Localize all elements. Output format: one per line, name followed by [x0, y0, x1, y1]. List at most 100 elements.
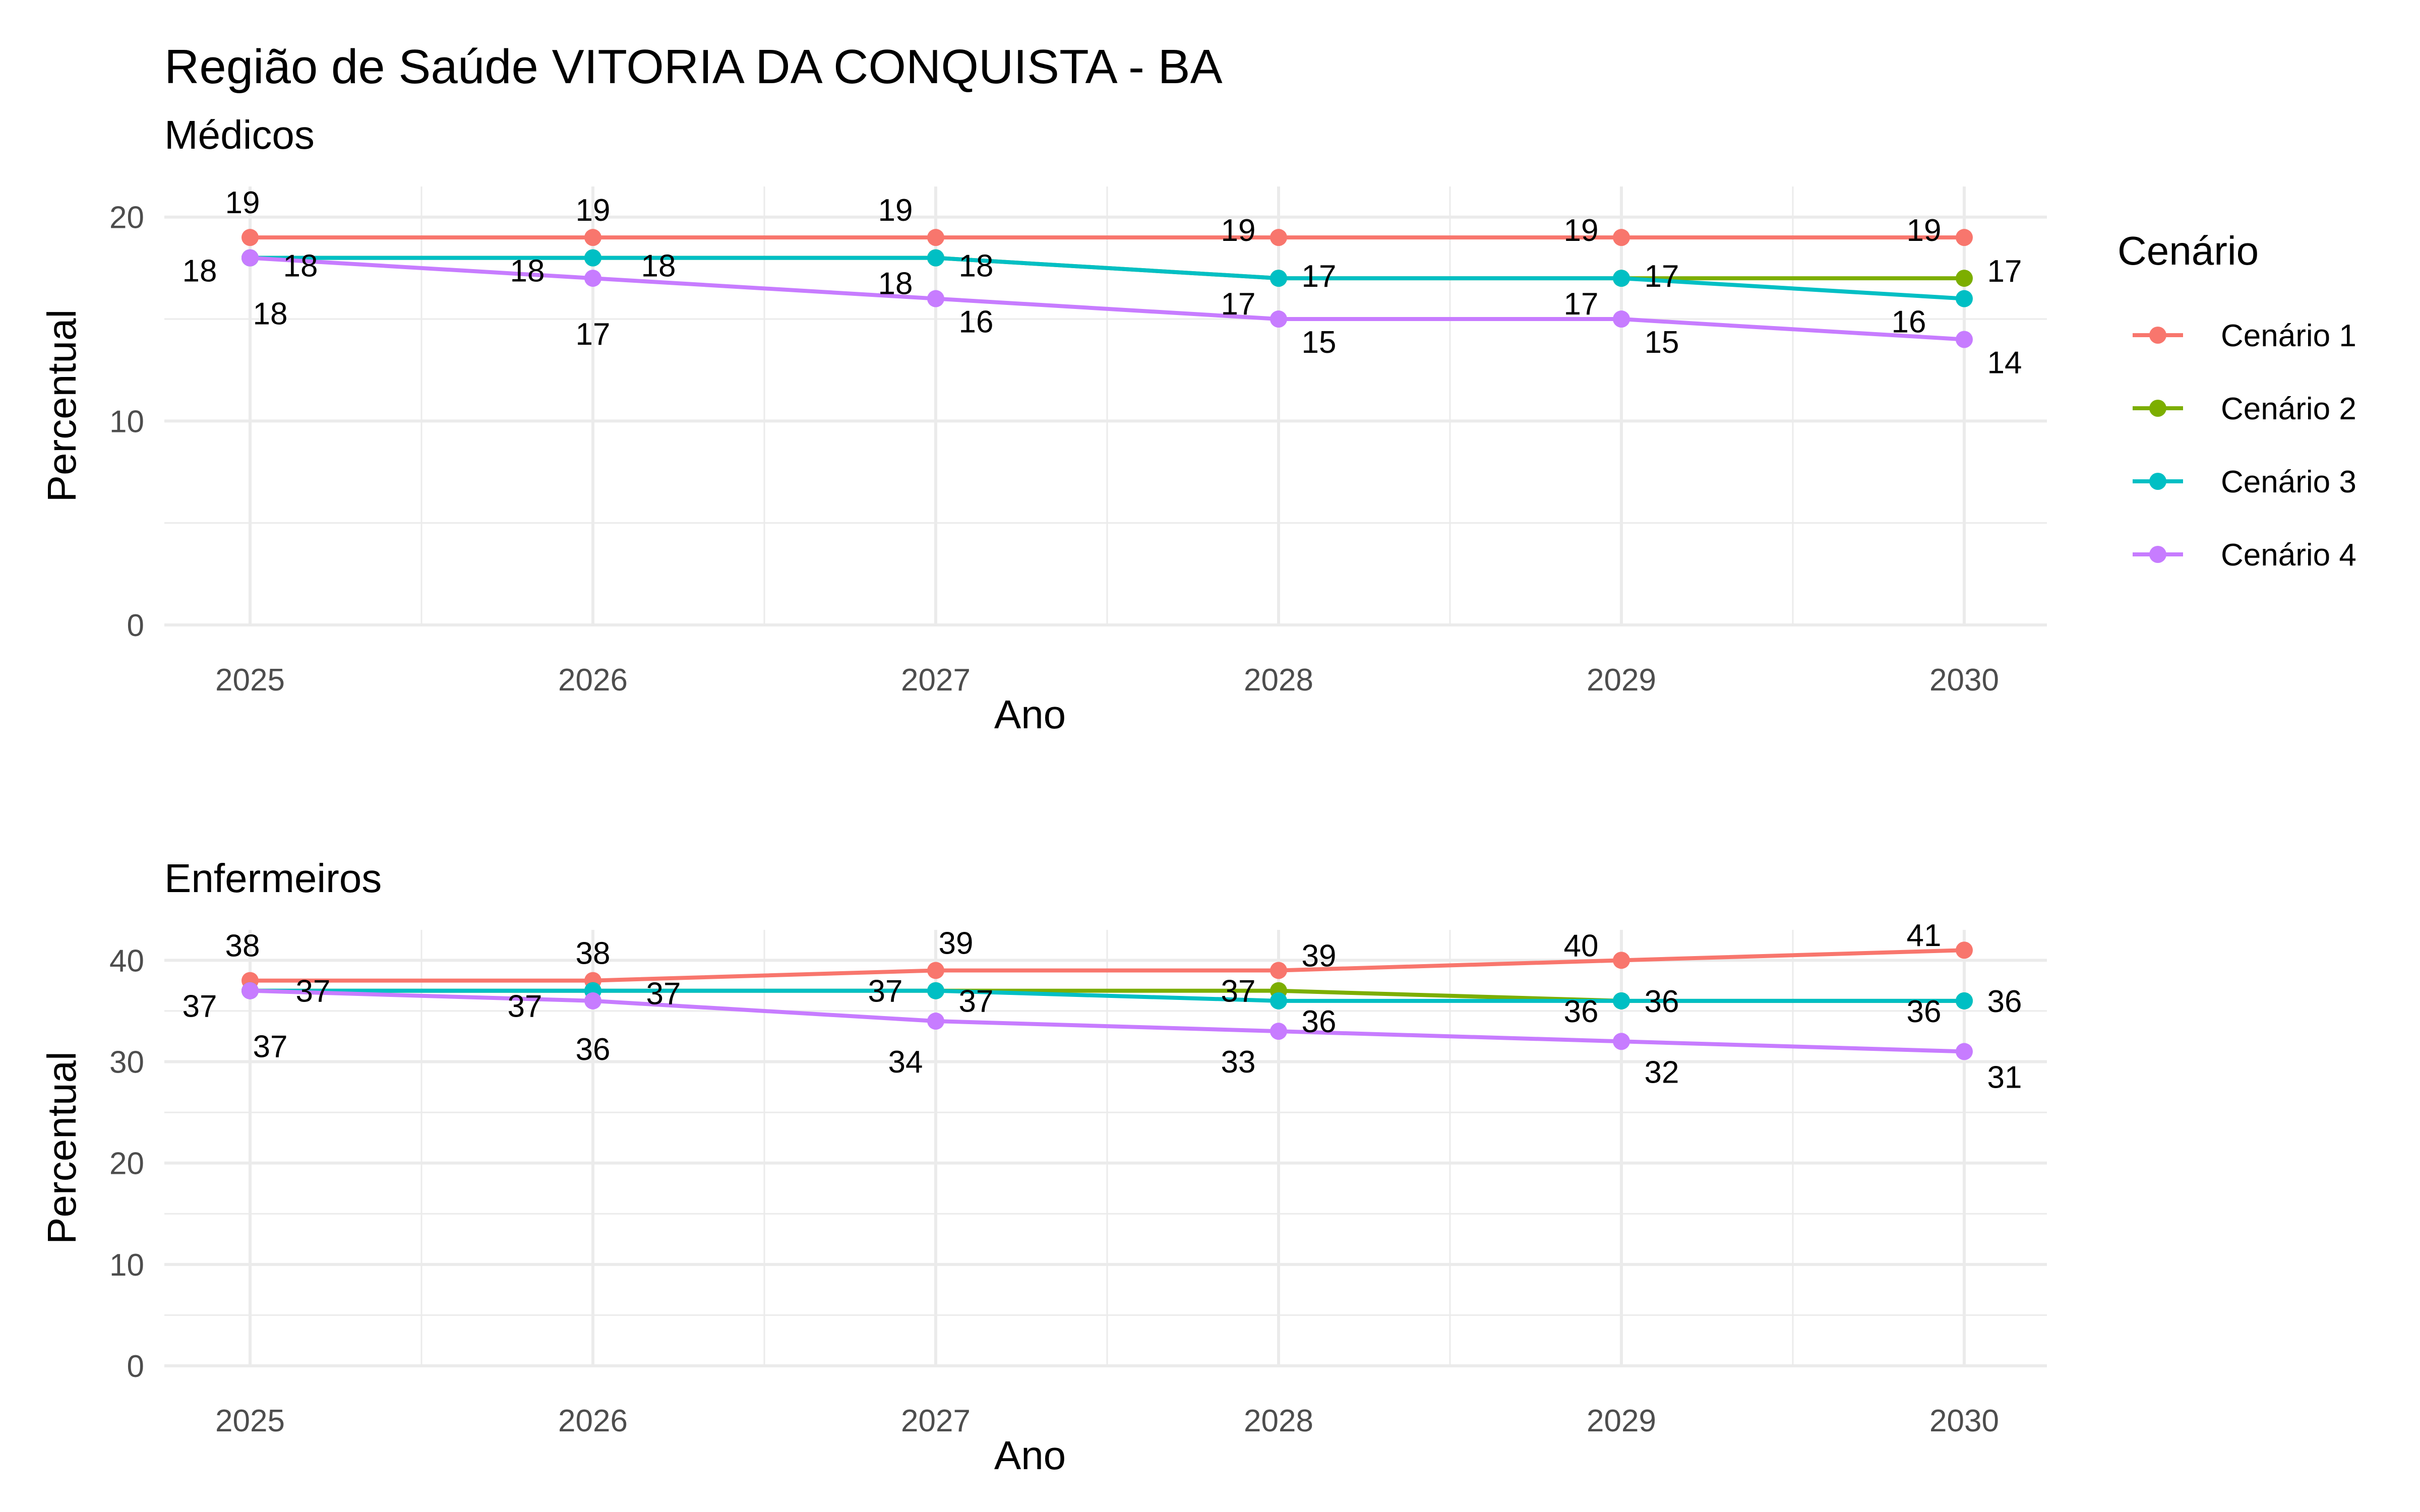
data-point — [584, 249, 601, 267]
data-label: 19 — [878, 193, 913, 228]
data-label: 19 — [225, 185, 260, 220]
data-point — [1613, 992, 1630, 1010]
data-label: 37 — [868, 974, 903, 1009]
data-point — [584, 992, 601, 1010]
data-point — [1956, 290, 1973, 307]
data-label: 16 — [959, 305, 994, 340]
data-point — [927, 290, 944, 307]
data-point — [1270, 1023, 1287, 1040]
y-tick-label: 0 — [127, 1349, 144, 1384]
data-point — [1613, 1033, 1630, 1050]
y-tick-label: 40 — [109, 943, 144, 978]
data-point — [1270, 962, 1287, 979]
data-label: 33 — [1221, 1045, 1256, 1080]
series-4 — [241, 982, 1973, 1060]
data-label: 38 — [576, 936, 611, 971]
legend-title: Cenário — [2118, 228, 2259, 273]
data-label: 17 — [1987, 254, 2022, 289]
legend-label: Cenário 4 — [2221, 538, 2356, 573]
legend-key-point — [2149, 327, 2166, 344]
data-label: 17 — [1645, 259, 1679, 294]
data-label: 37 — [253, 1030, 288, 1064]
data-point — [584, 229, 601, 246]
data-label: 14 — [1987, 345, 2022, 380]
x-axis-title: Ano — [994, 692, 1066, 737]
x-tick-label: 2029 — [1587, 663, 1656, 698]
legend-key-point — [2149, 473, 2166, 490]
x-tick-label: 2029 — [1587, 1404, 1656, 1438]
data-label: 31 — [1987, 1060, 2022, 1095]
x-tick-label: 2028 — [1244, 1404, 1313, 1438]
data-label: 36 — [1645, 984, 1679, 1019]
data-label: 18 — [183, 254, 217, 289]
data-label: 17 — [576, 317, 611, 352]
y-tick-label: 20 — [109, 1147, 144, 1181]
data-label: 18 — [510, 254, 545, 289]
data-label: 34 — [888, 1045, 923, 1080]
data-point — [1956, 941, 1973, 959]
data-point — [1613, 270, 1630, 287]
data-label: 17 — [1221, 287, 1256, 322]
data-label: 41 — [1907, 918, 1942, 953]
y-tick-label: 0 — [127, 608, 144, 643]
data-label: 18 — [878, 267, 913, 301]
data-label: 19 — [1564, 213, 1599, 248]
data-point — [1956, 270, 1973, 287]
series-line — [250, 256, 1965, 301]
data-point — [1613, 310, 1630, 328]
legend-item: Cenário 2 — [2133, 392, 2356, 426]
series-3 — [241, 249, 1973, 307]
data-point — [927, 982, 944, 999]
y-axis-title: Percentual — [39, 309, 84, 502]
legend-label: Cenário 1 — [2221, 319, 2356, 353]
data-label: 39 — [939, 926, 974, 961]
x-tick-label: 2027 — [901, 1404, 971, 1438]
data-label: 39 — [1302, 938, 1337, 973]
data-label: 37 — [296, 974, 331, 1009]
data-point — [1270, 270, 1287, 287]
series-line — [250, 988, 1964, 1003]
data-label: 36 — [1302, 1004, 1337, 1039]
data-label: 19 — [1221, 213, 1256, 248]
series-line — [250, 256, 1965, 342]
data-point — [927, 229, 944, 246]
legend-item: Cenário 1 — [2133, 319, 2356, 353]
data-point — [1956, 229, 1973, 246]
data-point — [241, 229, 259, 246]
x-tick-label: 2026 — [558, 663, 628, 698]
data-label: 32 — [1645, 1055, 1679, 1090]
data-label: 36 — [1907, 994, 1942, 1029]
panel-subtitle: Médicos — [164, 112, 315, 157]
data-label: 37 — [646, 977, 681, 1012]
data-point — [1956, 331, 1973, 348]
x-tick-label: 2028 — [1244, 663, 1313, 698]
data-label: 37 — [959, 984, 994, 1019]
data-point — [927, 249, 944, 267]
data-label: 37 — [1221, 974, 1256, 1009]
x-tick-label: 2025 — [215, 1404, 285, 1438]
y-tick-label: 30 — [109, 1045, 144, 1080]
data-point — [241, 982, 259, 999]
series-4 — [241, 249, 1973, 348]
data-label: 15 — [1645, 325, 1679, 360]
data-label: 19 — [576, 193, 611, 228]
data-point — [1270, 992, 1287, 1010]
data-point — [927, 1013, 944, 1030]
x-tick-label: 2025 — [215, 663, 285, 698]
data-label: 15 — [1302, 325, 1337, 360]
panel-subtitle: Enfermeiros — [164, 856, 382, 901]
data-label: 36 — [1987, 984, 2022, 1019]
legend: Cenário Cenário 1 Cenário 2 Cenário 3 Cenár… — [2118, 228, 2356, 573]
data-point — [1956, 1043, 1973, 1060]
y-tick-label: 10 — [109, 1248, 144, 1283]
legend-key-point — [2149, 546, 2166, 563]
y-axis-title: Percentual — [39, 1051, 84, 1244]
y-tick-label: 10 — [109, 404, 144, 439]
data-point — [1613, 952, 1630, 969]
panel-1: 0 10 20 2025 2026 2027 2028 2029 2030 Médicos Ano P… — [39, 112, 2047, 737]
x-tick-label: 2027 — [901, 663, 971, 698]
legend-label: Cenário 2 — [2221, 392, 2356, 426]
